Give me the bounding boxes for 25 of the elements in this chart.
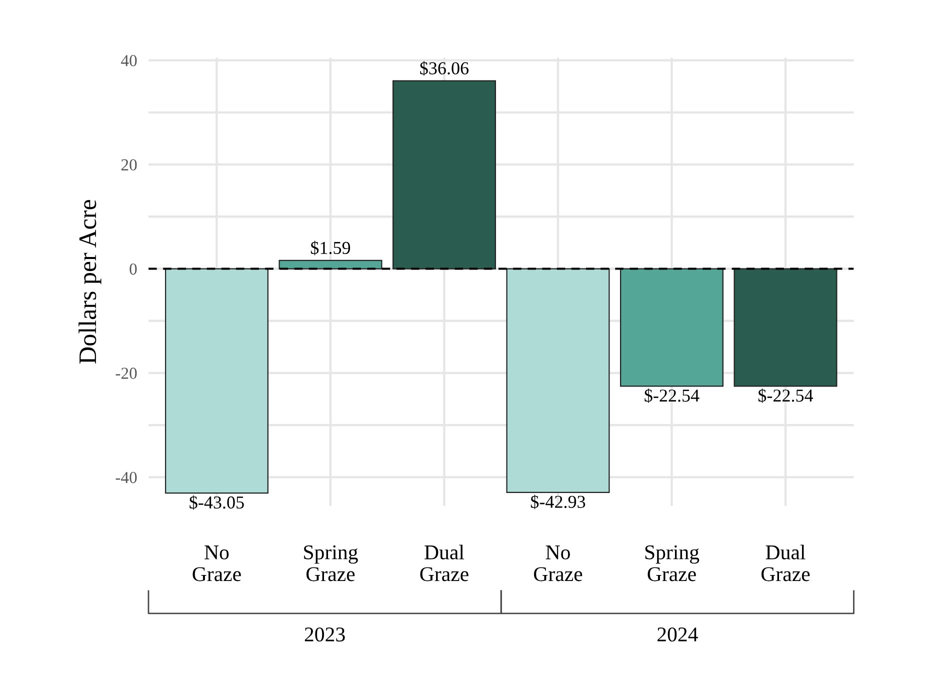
data-label: $-43.05	[190, 495, 244, 510]
x-tick-label: Dual Graze	[420, 544, 468, 582]
y-tick-label: -20	[116, 368, 137, 379]
bar	[734, 268, 838, 387]
y-tick-label: 40	[121, 55, 137, 66]
data-label: $-42.93	[530, 494, 586, 510]
bar	[392, 80, 496, 270]
bar	[164, 268, 268, 494]
bar	[506, 268, 610, 494]
data-label: $36.06	[420, 61, 469, 76]
x-tick-label: Spring Graze	[645, 545, 700, 582]
y-axis-title: Dollars per Acre	[78, 200, 102, 364]
x-tick-label: Spring Graze	[304, 545, 358, 582]
y-tick-label: -40	[116, 472, 137, 484]
x-tick-label: No Graze	[192, 546, 241, 582]
data-label: $1.59	[310, 240, 350, 256]
bar	[620, 268, 724, 387]
text: 2024	[658, 627, 698, 642]
y-tick-label: 20	[121, 159, 137, 170]
data-label: $-22.54	[644, 388, 700, 403]
x-tick-label: Dual Graze	[762, 544, 810, 582]
x-tick-label: No Graze	[534, 546, 582, 582]
y-tick-label: 0	[130, 263, 137, 275]
text: 2023	[304, 627, 345, 642]
data-label: $-22.54	[758, 388, 814, 403]
